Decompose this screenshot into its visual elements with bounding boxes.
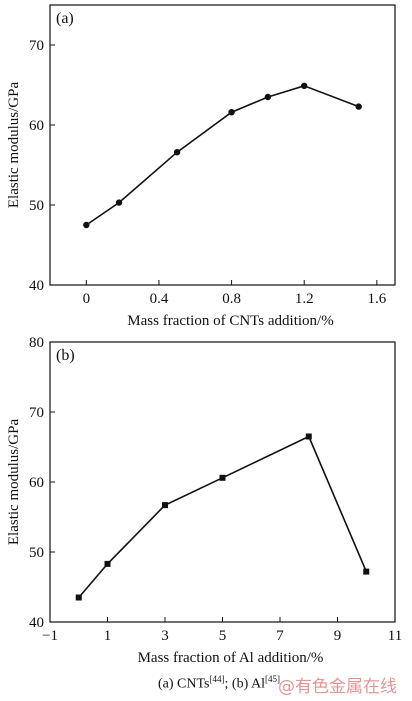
series-line — [78, 435, 368, 599]
chart-panel-a: (a) 0 0.4 0.8 1.2 1.6 40 50 60 70 Mass fraction of… — [6, 4, 396, 329]
plot-frame — [49, 4, 396, 286]
x-tick-label: 0.4 — [150, 291, 169, 307]
y-axis-label: Elastic modulus/GPa — [6, 419, 22, 546]
caption-ref-b: [45] — [264, 674, 280, 684]
data-point — [219, 474, 226, 481]
x-tick-label: −1 — [42, 628, 58, 644]
x-tick-label: 5 — [219, 628, 227, 644]
y-tick-label: 40 — [29, 615, 44, 631]
x-tick-label: 1.2 — [295, 291, 314, 307]
data-point — [363, 568, 370, 575]
x-axis-label: Mass fraction of Al addition/% — [138, 650, 324, 666]
data-point — [162, 502, 168, 509]
watermark: @有色金属在线 — [278, 677, 397, 697]
y-tick-label: 80 — [29, 335, 44, 351]
data-point — [75, 594, 82, 601]
x-tick-label: 0.8 — [222, 291, 241, 307]
series-line — [85, 84, 359, 226]
x-tick-label: 1.6 — [367, 291, 386, 307]
plot-frame — [49, 341, 396, 623]
y-tick-label: 70 — [29, 405, 44, 421]
chart-panel-b: (b) −1 1 3 5 7 9 11 40 50 60 70 80 Mass fraction of A… — [6, 335, 402, 666]
caption-ref-a: [44] — [209, 674, 225, 684]
y-axis-label: Elastic modulus/GPa — [6, 82, 22, 209]
y-tick-label: 60 — [29, 118, 44, 134]
x-tick-label: 9 — [334, 628, 342, 644]
panel-label: (a) — [56, 10, 74, 27]
panel-label: (b) — [56, 347, 75, 364]
data-point — [305, 433, 312, 440]
data-point — [301, 82, 308, 90]
data-point — [355, 103, 362, 110]
y-tick-label: 50 — [29, 198, 44, 214]
x-tick-label: 11 — [388, 628, 402, 644]
y-tick-label: 50 — [29, 545, 44, 561]
caption-part-b: ; (b) Al — [224, 676, 265, 692]
y-tick-label: 40 — [29, 278, 44, 294]
x-tick-label: 0 — [83, 291, 91, 307]
data-point — [173, 149, 181, 156]
x-tick-label: 1 — [104, 628, 112, 644]
x-tick-label: 7 — [276, 628, 284, 644]
y-tick-label: 60 — [29, 475, 44, 491]
y-tick-label: 70 — [29, 38, 44, 54]
data-point — [264, 93, 272, 101]
figure-caption: (a) CNTs[44]; (b) Al[45] — [158, 674, 280, 693]
caption-part-a: (a) CNTs — [158, 676, 210, 692]
data-point — [104, 560, 111, 567]
x-tick-label: 3 — [161, 628, 169, 644]
data-point — [115, 199, 123, 206]
x-axis-label: Mass fraction of CNTs addition/% — [127, 313, 333, 329]
data-point — [228, 109, 235, 116]
data-point — [83, 221, 90, 229]
